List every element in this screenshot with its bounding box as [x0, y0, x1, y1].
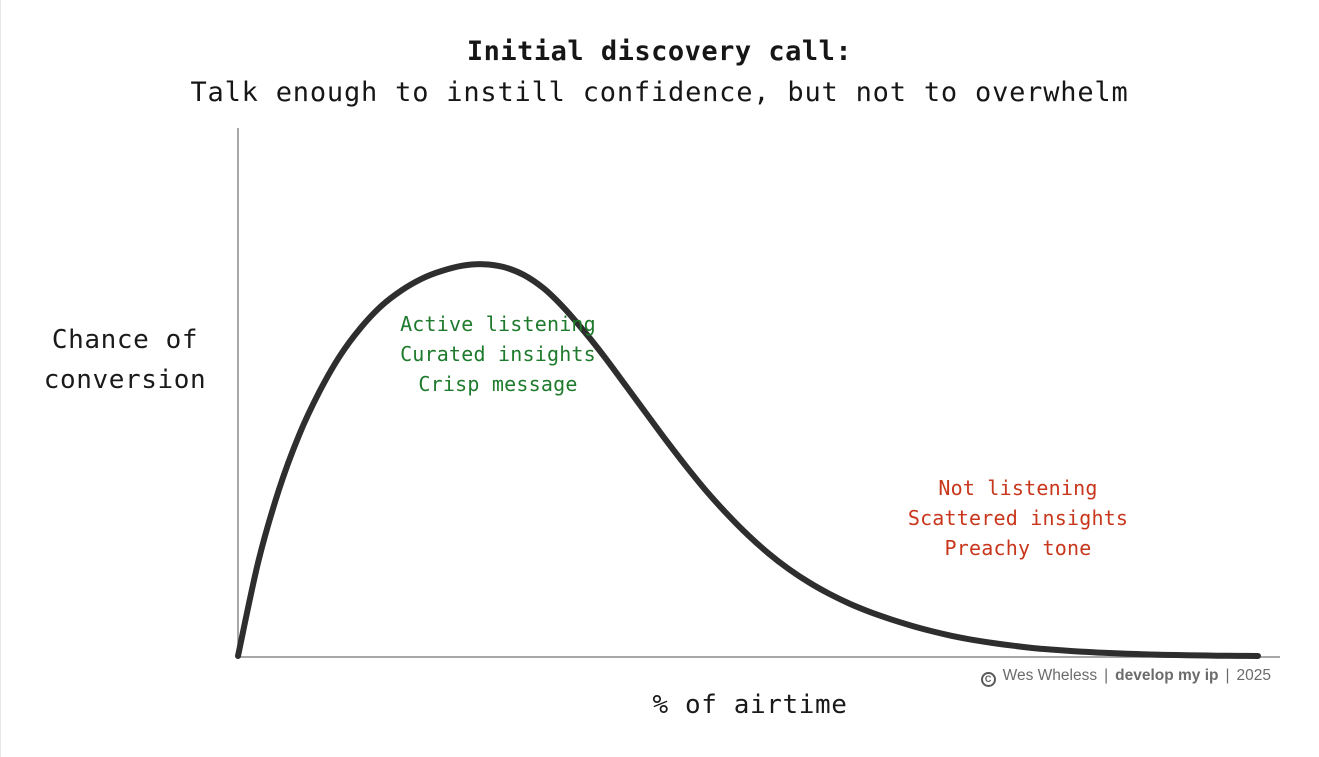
- credit-year: 2025: [1236, 667, 1271, 684]
- annotation-bad-line: Not listening: [938, 476, 1098, 500]
- annotation-good-line: Active listening: [400, 312, 596, 336]
- credit-line: C Wes Wheless | develop my ip | 2025: [980, 667, 1271, 687]
- chart-title: Initial discovery call:: [466, 36, 853, 67]
- left-frame-edge: [0, 0, 1, 757]
- annotation-bad: Not listening Scattered insights Preachy…: [868, 473, 1168, 563]
- credit-brand: develop my ip: [1115, 667, 1219, 684]
- annotation-bad-line: Scattered insights: [907, 506, 1129, 530]
- y-axis-label: Chance of conversion: [20, 320, 230, 400]
- credit-author: Wes Wheless: [1002, 667, 1098, 684]
- credit-separator: |: [1104, 667, 1109, 684]
- x-axis-label: % of airtime: [652, 690, 848, 720]
- chart-subtitle: Talk enough to instill confidence, but n…: [190, 77, 1129, 108]
- annotation-good-line: Curated insights: [400, 342, 596, 366]
- annotation-bad-line: Preachy tone: [944, 536, 1092, 560]
- annotation-good-line: Crisp message: [418, 372, 578, 396]
- y-axis-label-line: Chance of: [51, 325, 199, 355]
- annotation-good: Active listening Curated insights Crisp …: [368, 309, 628, 399]
- conversion-curve: [235, 261, 1261, 659]
- credit-separator: |: [1225, 667, 1230, 684]
- y-axis-label-line: conversion: [43, 365, 207, 395]
- copyright-icon: C: [980, 672, 996, 687]
